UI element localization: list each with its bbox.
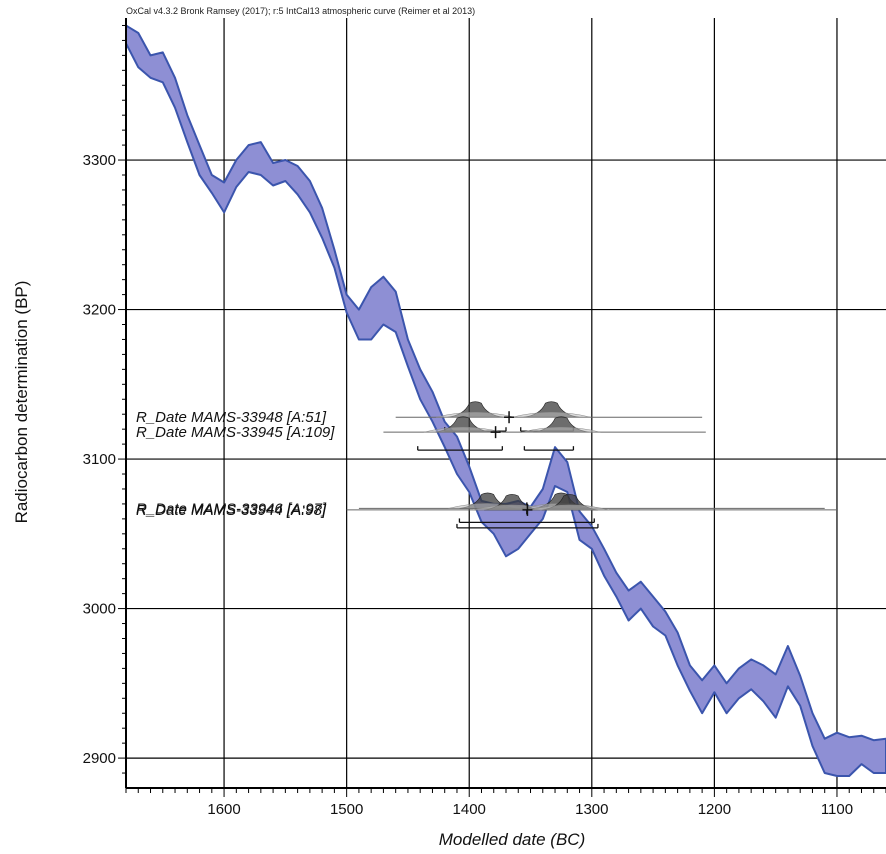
- distributions-layer: R_Date MAMS-33948 [A:51]R_Date MAMS-3394…: [136, 401, 837, 529]
- x-tick-label: 1400: [453, 801, 486, 818]
- calibration-band-layer: [125, 24, 886, 777]
- y-tick-label: 2900: [83, 750, 116, 767]
- likelihood-peak: [423, 427, 503, 433]
- header-credit: OxCal v4.3.2 Bronk Ramsey (2017); r:5 In…: [126, 6, 476, 16]
- x-tick-label: 1200: [698, 801, 731, 818]
- x-tick-label: 1300: [575, 801, 608, 818]
- x-tick-label: 1100: [821, 801, 853, 818]
- likelihood-peak: [530, 504, 610, 511]
- y-tick-label: 3000: [83, 601, 116, 618]
- likelihood-peak: [521, 427, 601, 433]
- calibration-band: [125, 24, 886, 777]
- x-tick-label: 1500: [330, 801, 363, 818]
- r-date-label: R_Date MAMS-33946 [A:97]: [136, 500, 327, 517]
- r-date-label: R_Date MAMS-33948 [A:51]: [136, 409, 327, 426]
- likelihood-peak: [436, 412, 515, 418]
- y-tick-label: 3300: [83, 152, 116, 169]
- x-axis-label: Modelled date (BC): [438, 830, 586, 849]
- x-tick-label: 1600: [207, 801, 240, 818]
- r-date-label: R_Date MAMS-33945 [A:109]: [136, 424, 335, 441]
- axis-layer: 2900 3000 3100 3200 3300 1600 1500 1400 1300 1200…: [83, 18, 886, 818]
- y-tick-label: 3200: [83, 302, 116, 319]
- likelihood-peak: [512, 412, 591, 418]
- r-date-label: R_Date MAMS-33944 [A:98]: [136, 502, 327, 519]
- y-tick-label: 3100: [83, 451, 116, 468]
